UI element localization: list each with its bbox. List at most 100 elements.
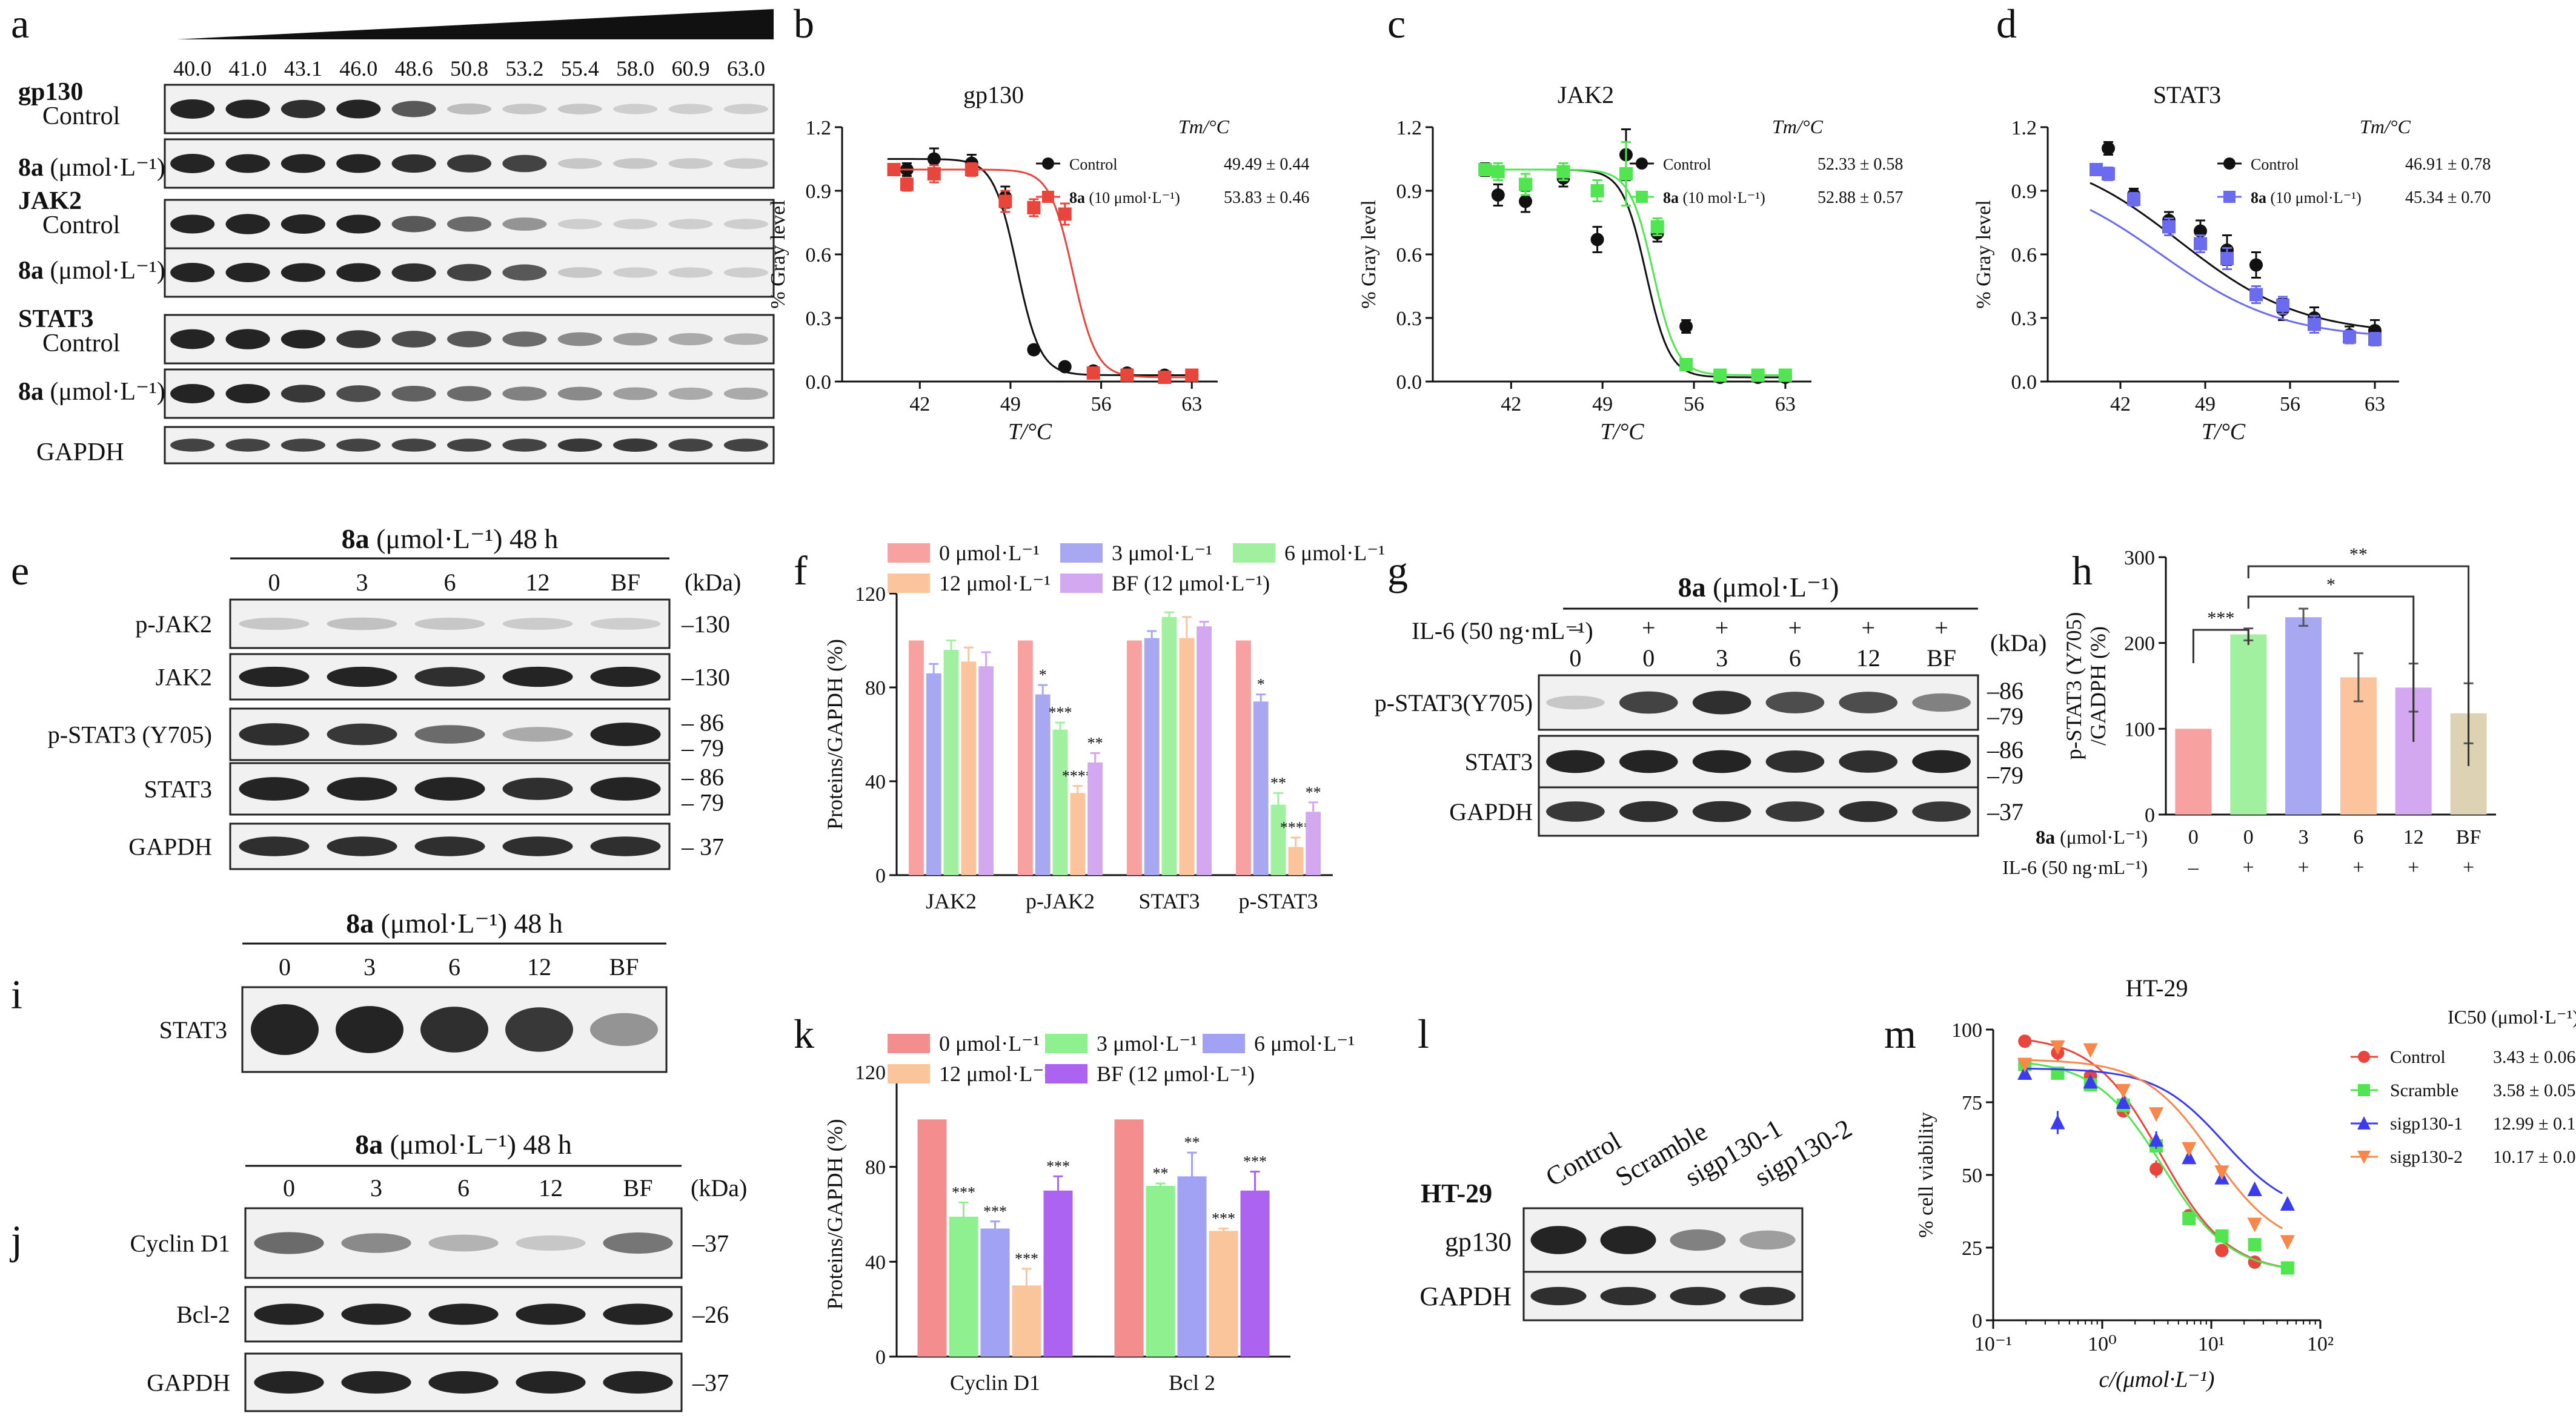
blot-band xyxy=(281,263,325,282)
blot-band xyxy=(336,214,381,234)
mw-label: – 37 xyxy=(681,833,724,861)
bold-part: gp130 xyxy=(18,78,83,106)
blot-band xyxy=(557,158,602,169)
mw-label: –130 xyxy=(681,610,730,638)
data-point xyxy=(2050,1114,2065,1130)
blot-band xyxy=(590,666,661,687)
kda-label: (kDa) xyxy=(685,569,741,596)
blot-band xyxy=(391,263,436,282)
y-tick-label: 0.9 xyxy=(806,180,832,203)
blot-band xyxy=(502,104,547,114)
blot-band xyxy=(502,778,573,800)
legend-label: sigp130-2 xyxy=(2390,1147,2463,1167)
blot-row-label: 8a (μmol·L⁻¹) xyxy=(18,154,165,182)
y-tick-label: 1.2 xyxy=(1396,117,1422,139)
cetsa-blot xyxy=(164,314,775,365)
blot-band xyxy=(723,387,768,400)
legend-label: 8a (10 μmol·L⁻¹) xyxy=(2251,189,2362,207)
chart-title: JAK2 xyxy=(1558,81,1614,108)
blot-band xyxy=(281,214,325,234)
y-axis-label: Proteins/GAPDH (%) xyxy=(823,1119,847,1310)
blot-band xyxy=(414,725,485,744)
blot-band xyxy=(1912,693,1971,712)
bar xyxy=(2230,634,2267,815)
significance-mark: ** xyxy=(2349,544,2368,564)
blot-band xyxy=(254,1232,324,1254)
il6-sign: + xyxy=(2352,856,2364,879)
y-axis-label: % Gray level xyxy=(1358,200,1380,308)
blot-band xyxy=(446,438,492,452)
y-tick-label: 120 xyxy=(855,1062,886,1084)
data-point xyxy=(1778,368,1792,382)
data-point xyxy=(2215,1243,2229,1257)
blot-band xyxy=(281,438,325,452)
blot-band xyxy=(557,386,602,401)
y-tick-label: 40 xyxy=(865,771,886,793)
blot-row-label: Cyclin D1 xyxy=(130,1230,230,1257)
mw-label: –37 xyxy=(1987,798,2023,825)
blot-row-label: STAT3 xyxy=(159,1016,227,1044)
blot-band xyxy=(239,723,310,746)
bar xyxy=(1146,1186,1175,1357)
blot-band xyxy=(557,332,602,346)
blot-frame xyxy=(229,598,671,649)
blot-band xyxy=(516,1303,586,1325)
lane-label: 3 xyxy=(356,569,368,596)
significance-bracket xyxy=(2192,629,2249,663)
blot-band xyxy=(1765,692,1825,713)
significance-mark: *** xyxy=(1212,1210,1235,1228)
bold-part: 8a xyxy=(18,257,44,285)
mw-label: –79 xyxy=(1987,762,2023,789)
bar xyxy=(980,1228,1010,1357)
blot-row-label: p-STAT3(Y705) xyxy=(1375,689,1533,716)
blot-band xyxy=(327,836,397,856)
bar xyxy=(1018,640,1033,875)
data-point xyxy=(2102,167,2115,180)
data-point xyxy=(1519,177,1533,191)
data-point xyxy=(2194,237,2207,251)
blot-row-label: GAPDH xyxy=(1419,1282,1512,1311)
mw-label: –130 xyxy=(681,664,730,691)
blot-band xyxy=(251,1004,319,1055)
legend-tm: 45.34 ± 0.70 xyxy=(2405,188,2491,207)
blot-band xyxy=(414,777,485,801)
legend-ic50: 12.99 ± 0.14 xyxy=(2493,1114,2576,1134)
il6-sign: – xyxy=(2188,856,2199,879)
y-tick-label: 0.6 xyxy=(2011,244,2037,266)
y-tick-label: 100 xyxy=(1951,1019,1982,1042)
blot-band xyxy=(170,214,215,234)
data-point xyxy=(2162,220,2176,234)
fit-curve xyxy=(2026,1062,2283,1268)
legend-header: IC50 (μmol·L⁻¹) xyxy=(2448,1006,2576,1028)
mw-label: –86 xyxy=(1987,736,2023,764)
temp-label: 48.6 xyxy=(395,56,433,81)
legend-label: BF (12 μmol·L⁻¹) xyxy=(1112,571,1270,595)
significance-mark: *** xyxy=(1046,1157,1070,1175)
blot-band xyxy=(1739,1230,1796,1250)
data-point xyxy=(2148,1107,2164,1122)
temperature-gradient-wedge xyxy=(177,9,774,39)
data-point xyxy=(1120,368,1134,382)
data-point xyxy=(1679,358,1693,371)
legend-swatch xyxy=(1203,1034,1245,1053)
legend-swatch xyxy=(888,543,930,563)
legend-label: 6 μmol·L⁻¹ xyxy=(1284,541,1385,565)
row-label: 8a (μmol·L⁻¹) xyxy=(2036,826,2148,848)
blot-band xyxy=(668,332,713,346)
data-point xyxy=(1185,368,1199,382)
data-point xyxy=(2050,1040,2065,1055)
y-tick-label: 0 xyxy=(875,865,886,887)
blot-band xyxy=(1739,1286,1796,1306)
blot-row-label: GAPDH xyxy=(128,833,212,861)
blot-band xyxy=(428,1303,499,1325)
il6-sign: + xyxy=(2463,856,2474,879)
blot-band xyxy=(428,1234,499,1252)
blot-band xyxy=(428,1371,499,1394)
bar xyxy=(909,640,924,875)
il6-sign: – xyxy=(1569,614,1582,641)
blot-band xyxy=(723,267,768,278)
text-part: (μmol·L⁻¹) 48 h xyxy=(383,1129,572,1160)
significance-mark: *** xyxy=(1015,1250,1038,1268)
legend-label: Control xyxy=(2390,1047,2446,1067)
